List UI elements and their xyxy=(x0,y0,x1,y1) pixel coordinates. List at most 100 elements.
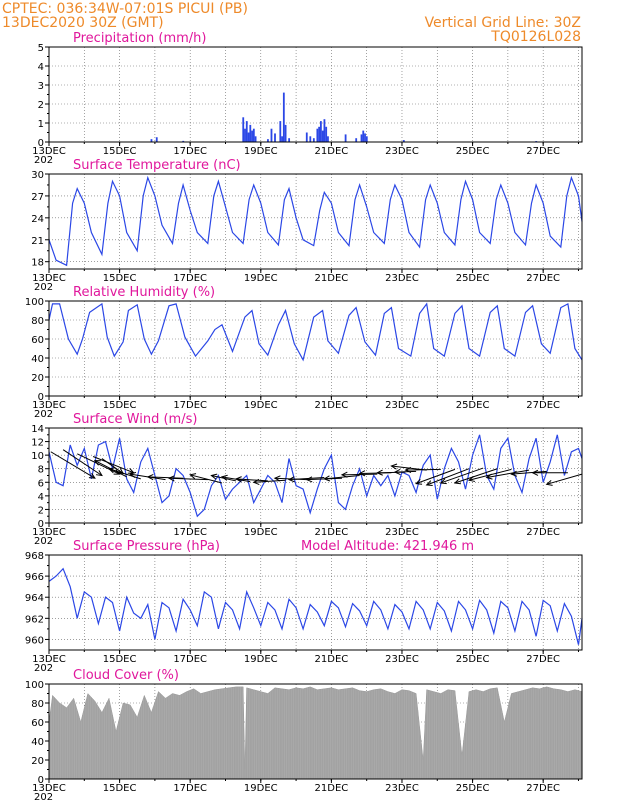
wind-arrow-head xyxy=(95,470,103,477)
model-altitude: Model Altitude: 421.946 m xyxy=(301,539,474,554)
y-tick-label: 60 xyxy=(31,718,44,729)
wind-arrow-head xyxy=(93,460,101,466)
x-tick-label: 25DEC xyxy=(456,783,490,794)
wind-arrow-head xyxy=(88,472,96,479)
x-tick-label: 17DEC xyxy=(173,400,207,411)
wind-arrow-head xyxy=(510,470,518,477)
precip-bar xyxy=(281,136,283,142)
wind-arrow xyxy=(394,470,417,473)
x-tick-label: 21DEC xyxy=(315,783,349,794)
precip-bar xyxy=(360,134,363,142)
precip-bar xyxy=(274,133,276,142)
y-tick-label: 12 xyxy=(31,438,44,449)
x-tick-label: 21DEC xyxy=(315,527,349,538)
precip-bar xyxy=(245,121,248,142)
wind-arrow xyxy=(405,468,441,471)
x-tick-label: 19DEC xyxy=(244,400,278,411)
wind-arrow-head xyxy=(531,469,539,476)
y-tick-label: 100 xyxy=(25,680,44,691)
x-tick-label: 27DEC xyxy=(526,527,560,538)
precip-bar xyxy=(150,139,153,142)
wind-arrow-head xyxy=(273,475,281,482)
rh-title: Relative Humidity (%) xyxy=(73,285,215,300)
x-tick-label: 21DEC xyxy=(315,400,349,411)
wind-arrow-head xyxy=(376,469,383,476)
y-tick-label: 1 xyxy=(38,119,44,130)
precip-bar xyxy=(365,136,368,142)
x-tick-label: 25DEC xyxy=(456,654,490,665)
header: CPTEC: 036:34W-07:01S PICUI (PB) 13DEC20… xyxy=(0,0,618,48)
wind-arrow xyxy=(92,456,134,474)
y-tick-label: 40 xyxy=(31,737,44,748)
wind-arrow xyxy=(440,467,484,484)
wind-arrow-head xyxy=(453,478,461,485)
x-tick-label: 23DEC xyxy=(385,783,419,794)
wind-arrow-head xyxy=(485,473,493,480)
x-tick-label: 17DEC xyxy=(173,146,207,157)
x-tick-label: 23DEC xyxy=(385,273,419,284)
precip-bar xyxy=(355,138,358,142)
wind-title: Surface Wind (m/s) xyxy=(73,412,197,427)
precip-bar xyxy=(402,140,405,142)
x-tick-label: 23DEC xyxy=(385,400,419,411)
wind-arrow-head xyxy=(287,476,295,483)
wind-arrow xyxy=(454,468,498,484)
x-tick-label: 15DEC xyxy=(103,400,137,411)
y-tick-label: 966 xyxy=(25,572,44,583)
y-tick-label: 27 xyxy=(31,192,44,203)
y-tick-label: 8 xyxy=(38,465,44,476)
precip-bar xyxy=(309,136,312,142)
y-tick-label: 2 xyxy=(38,505,44,516)
wind-arrow xyxy=(236,478,268,482)
wind-arrow xyxy=(426,468,470,486)
pressure-line xyxy=(48,567,583,645)
x-tick-label: 15DEC xyxy=(103,654,137,665)
wind-arrow-head xyxy=(404,466,412,474)
wind-arrow xyxy=(77,453,120,475)
x-year-label: 202 xyxy=(34,536,53,547)
wind-arrow-head xyxy=(545,479,553,486)
panel-frame xyxy=(48,46,583,143)
x-tick-label: 13DEC xyxy=(32,527,66,538)
x-tick-label: 15DEC xyxy=(103,783,137,794)
panel-pressure: 960 962 964 966 968 13DEC 15DEC 17DEC 19DEC 21DEC… xyxy=(25,539,583,674)
station-info: CPTEC: 036:34W-07:01S PICUI (PB) xyxy=(2,1,248,17)
wind-arrow xyxy=(486,469,530,479)
wind-arrow-head xyxy=(323,475,331,482)
wind-arrow-head xyxy=(167,475,175,482)
x-tick-label: 19DEC xyxy=(244,783,278,794)
y-tick-label: 60 xyxy=(31,335,44,346)
precip-bar xyxy=(364,133,366,142)
wind-arrow-head xyxy=(129,471,137,478)
wind-arrow xyxy=(101,458,124,474)
precip-bar xyxy=(254,136,257,142)
wind-arrow xyxy=(511,470,547,475)
precip-bar xyxy=(316,128,319,142)
wind-arrow-head xyxy=(210,473,218,480)
x-tick-label: 19DEC xyxy=(244,654,278,665)
x-tick-label: 21DEC xyxy=(315,146,349,157)
precip-bar xyxy=(279,121,282,142)
model-id: TQ0126L028 xyxy=(491,29,581,45)
wind-arrow xyxy=(341,473,378,476)
run-date: 13DEC2020 30Z (GMT) xyxy=(2,15,164,31)
x-tick-label: 17DEC xyxy=(173,273,207,284)
wind-arrow-head xyxy=(390,463,398,470)
y-tick-label: 18 xyxy=(31,258,44,269)
pressure-title: Surface Pressure (hPa) xyxy=(73,539,220,554)
x-tick-label: 13DEC xyxy=(32,654,66,665)
wind-arrow-head xyxy=(358,470,366,477)
y-tick-label: 20 xyxy=(31,373,44,384)
grid-line-info: Vertical Grid Line: 30Z xyxy=(424,15,581,31)
y-tick-label: 80 xyxy=(31,699,44,710)
panel-frame xyxy=(48,554,583,651)
x-year-label: 202 xyxy=(34,409,53,420)
panel-wind: 0 2 4 6 8 10 12 14 13DEC 15DEC 17DEC 19DEC 21DEC 23DE… xyxy=(31,412,583,547)
precip-bar xyxy=(249,124,252,142)
x-tick-label: 15DEC xyxy=(103,527,137,538)
wind-arrow xyxy=(546,473,583,485)
y-tick-label: 0 xyxy=(38,519,44,530)
y-tick-label: 0 xyxy=(38,775,44,786)
precip-bar xyxy=(252,128,255,142)
